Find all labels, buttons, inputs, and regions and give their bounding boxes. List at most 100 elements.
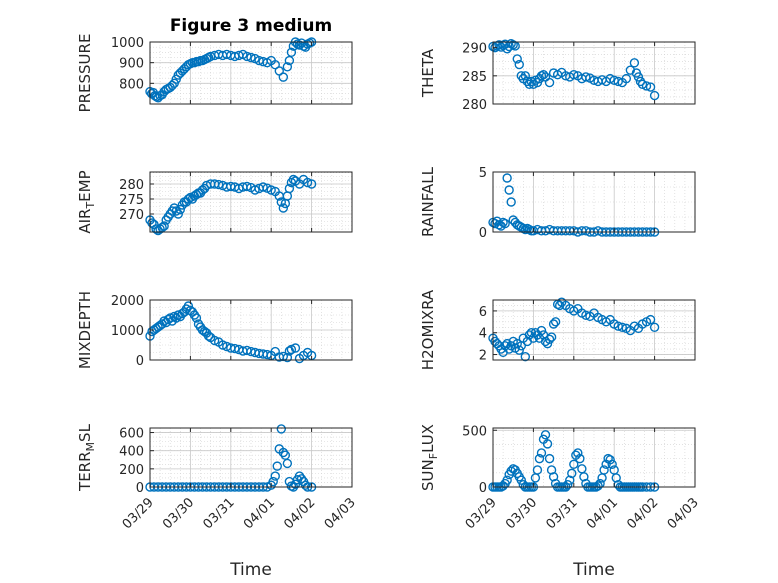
data-point <box>575 453 585 464</box>
data-point <box>516 71 526 81</box>
y-axis-label: H2OMIXRA <box>419 289 437 370</box>
data-point <box>306 179 317 189</box>
data-point <box>550 317 561 327</box>
data-point <box>151 224 161 234</box>
data-point <box>218 340 228 350</box>
data-point <box>502 173 512 183</box>
x-tick-label: 03/31 <box>544 495 581 532</box>
y-tick-label: 1000 <box>111 324 144 339</box>
data-point <box>213 179 224 190</box>
data-point <box>230 343 240 354</box>
data-point <box>548 472 559 482</box>
y-tick-label: 0 <box>479 481 487 496</box>
y-tick-label: 285 <box>462 70 487 85</box>
data-point <box>599 465 609 475</box>
x-tick-label: 03/30 <box>503 495 540 532</box>
data-point <box>191 189 202 200</box>
data-point <box>300 480 311 490</box>
data-point <box>569 459 579 470</box>
data-point <box>548 319 559 329</box>
x-tick-label: 03/29 <box>120 495 157 532</box>
data-point <box>246 52 256 63</box>
axes-box <box>149 41 353 105</box>
data-point <box>191 313 202 323</box>
data-point <box>629 58 640 68</box>
axes-box <box>492 427 696 488</box>
y-tick-label: 0 <box>479 226 487 241</box>
y-tick-label: 280 <box>119 178 144 193</box>
x-tick-label: 04/02 <box>281 495 318 532</box>
x-axis-label-right: Time <box>572 560 615 580</box>
data-point <box>526 76 537 87</box>
x-tick-label: 04/03 <box>665 495 702 532</box>
data-point <box>258 182 268 192</box>
data-point <box>262 349 272 360</box>
data-point <box>540 430 551 440</box>
y-axis-label: SUNFLUX <box>419 424 440 491</box>
subplot-8: 0 500 SUNFLUX 03/29 03/30 03/31 04/01 04/02 04/0… <box>419 424 702 532</box>
data-point <box>514 345 524 355</box>
y-tick-label: 500 <box>462 424 487 439</box>
y-axis-label: MIXDEPTH <box>76 291 94 369</box>
data-point <box>272 461 282 471</box>
data-point <box>649 90 660 101</box>
subplot-1: 800 900 1000 PRESSURE <box>76 34 353 113</box>
x-tick-label: 03/29 <box>463 495 500 532</box>
data-point <box>268 476 278 487</box>
data-point <box>617 322 627 332</box>
data-point <box>534 453 545 464</box>
y-tick-label: 280 <box>462 98 487 113</box>
data-point <box>544 334 555 344</box>
axes-box <box>492 41 696 105</box>
y-tick-label: 6 <box>479 305 487 320</box>
x-tick-label: 03/31 <box>201 495 238 532</box>
data-point <box>516 475 526 485</box>
y-tick-label: 290 <box>462 42 487 57</box>
data-point <box>500 218 510 229</box>
data-point <box>593 481 603 491</box>
y-tick-label: 800 <box>119 77 144 92</box>
data-point <box>290 479 301 489</box>
y-tick-label: 0 <box>136 354 144 369</box>
data-point <box>506 466 516 476</box>
y-tick-label: 275 <box>119 193 144 208</box>
y-axis-label: THETA <box>419 48 437 98</box>
data-point <box>536 325 547 336</box>
data-point <box>288 174 299 185</box>
data-point <box>607 459 617 470</box>
y-tick-label: 400 <box>119 445 144 460</box>
data-point <box>278 72 289 82</box>
data-point <box>284 183 295 194</box>
data-point <box>286 344 297 355</box>
data-point <box>595 478 605 489</box>
data-point <box>544 453 555 464</box>
data-point <box>633 72 644 82</box>
data-point <box>282 62 293 72</box>
data-point <box>203 331 214 341</box>
data-point <box>209 335 220 346</box>
data-point <box>512 54 522 64</box>
data-point <box>544 77 555 88</box>
data-point <box>494 40 504 50</box>
data-point <box>282 458 293 469</box>
data-point <box>290 343 301 353</box>
data-point <box>278 447 289 458</box>
figure-title: Figure 3 medium <box>170 16 332 36</box>
y-tick-label: 200 <box>119 463 144 478</box>
y-tick-label: 900 <box>119 57 144 72</box>
x-tick-label: 04/02 <box>624 495 661 532</box>
y-axis-label: AIRTEMP <box>76 170 97 233</box>
y-tick-label: 270 <box>119 208 144 223</box>
y-axis-label: RAINFALL <box>419 166 437 237</box>
data-point <box>175 204 186 215</box>
y-axis-label: PRESSURE <box>76 34 94 113</box>
data-point <box>514 59 524 70</box>
data-point <box>520 352 531 362</box>
data-point <box>569 69 579 80</box>
data-point <box>567 468 577 479</box>
data-point <box>250 185 260 195</box>
data-point <box>536 448 547 458</box>
